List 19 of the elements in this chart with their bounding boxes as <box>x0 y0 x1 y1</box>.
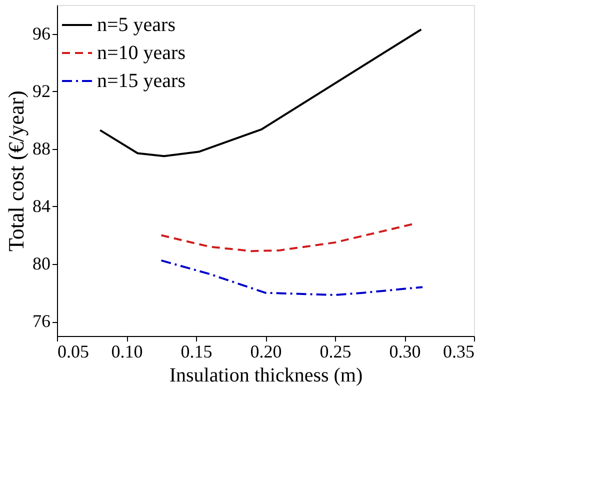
x-tick-label: 0.05 <box>58 342 89 362</box>
x-tick-label: 0.35 <box>443 342 474 362</box>
x-tick-label: 0.15 <box>180 342 212 362</box>
y-tick-label: 88 <box>32 138 50 158</box>
legend-label: n=5 years <box>97 14 176 36</box>
y-tick-label: 76 <box>32 311 50 332</box>
x-tick-label: 0.10 <box>111 342 143 362</box>
legend-label: n=15 years <box>97 70 186 92</box>
y-tick-label: 80 <box>32 254 50 274</box>
x-axis-title: Insulation thickness (m) <box>169 364 363 386</box>
legend-label: n=10 years <box>97 42 186 64</box>
x-tick-label: 0.25 <box>320 342 352 362</box>
y-tick-label: 92 <box>32 80 50 101</box>
x-tick-label: 0.20 <box>250 342 282 362</box>
line-series <box>160 259 424 296</box>
y-tick-label: 96 <box>32 23 50 44</box>
y-axis-title: Total cost (€/year) <box>4 90 28 252</box>
x-tick-label: 0.30 <box>389 342 421 362</box>
y-tick-label: 84 <box>32 196 50 216</box>
